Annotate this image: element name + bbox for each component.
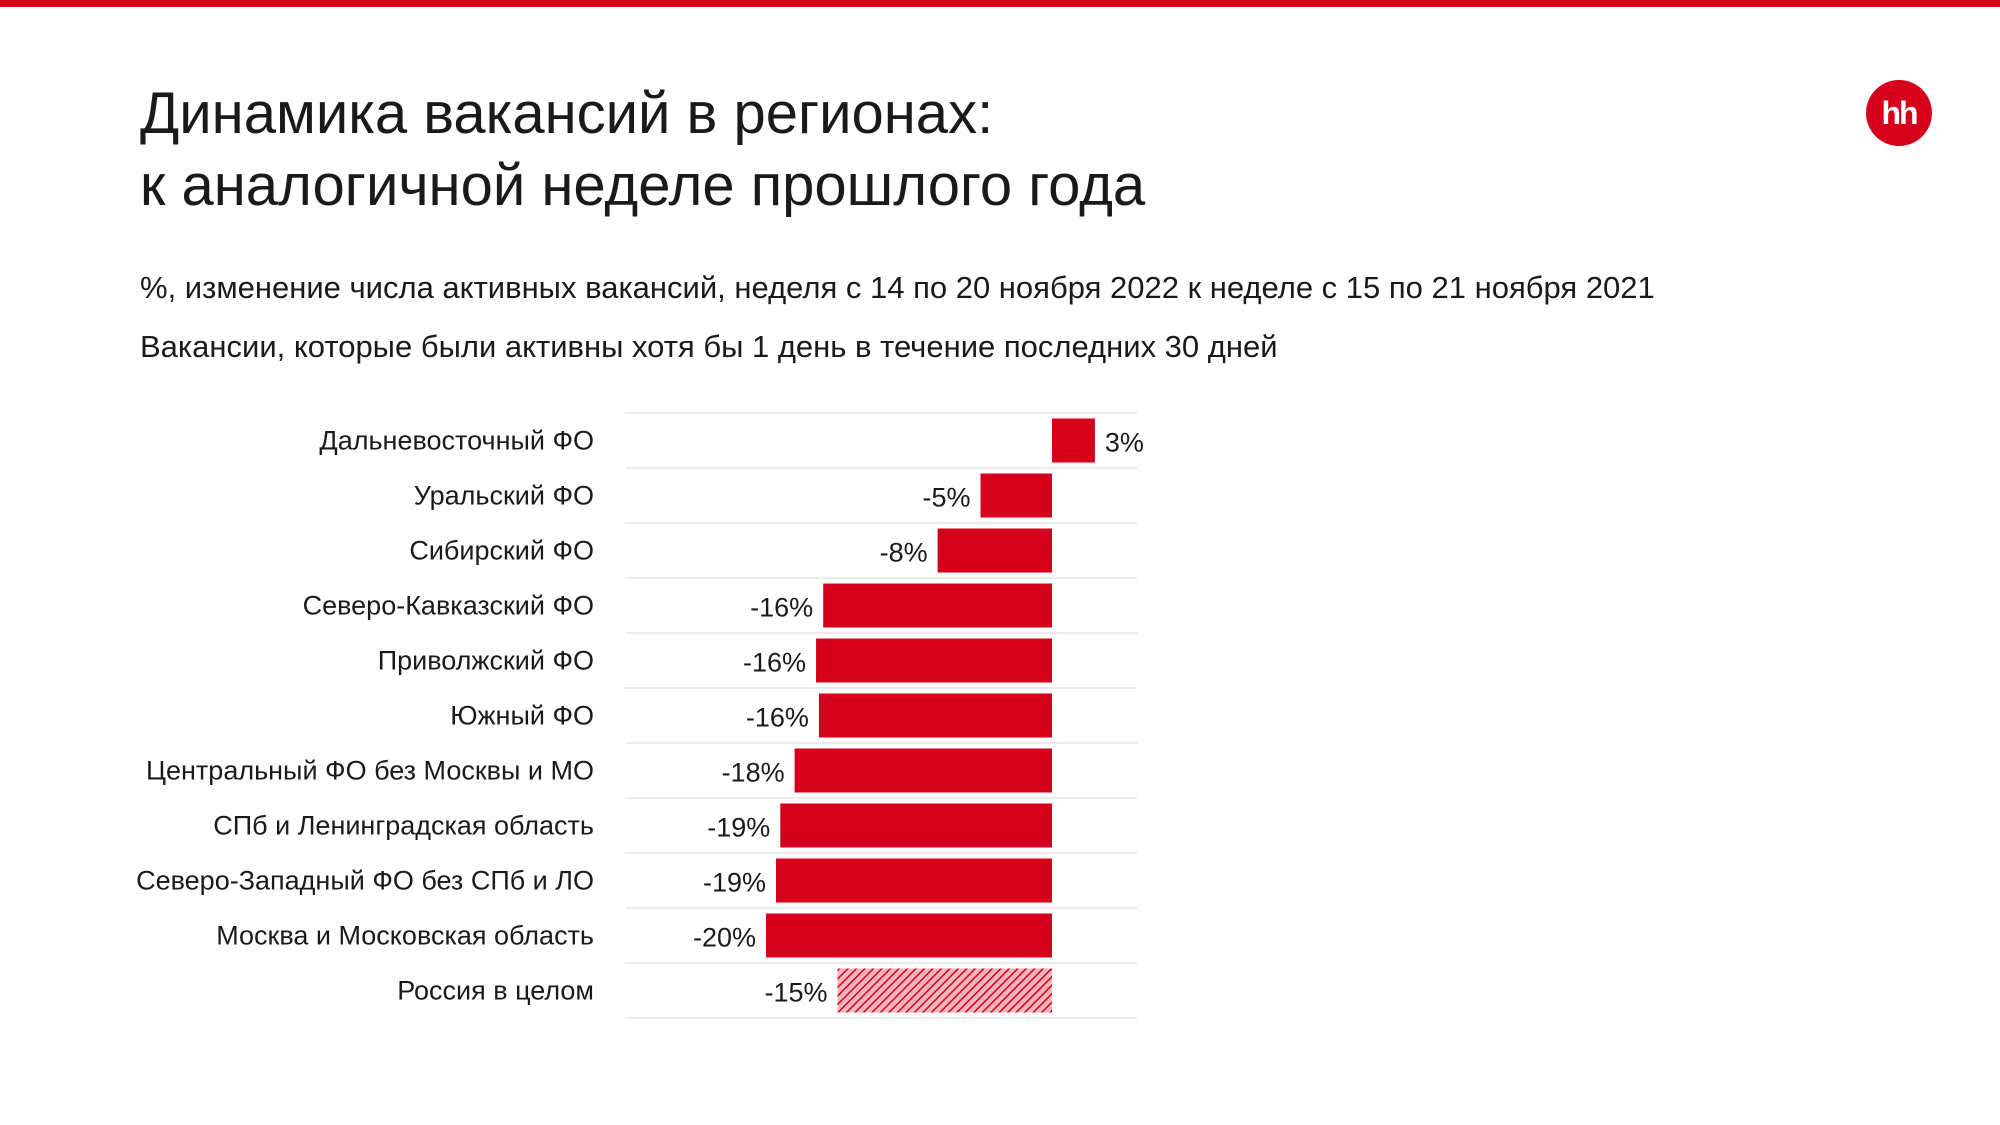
- bar: [780, 803, 1052, 848]
- category-label: Россия в целом: [397, 976, 594, 1006]
- value-label: -16%: [746, 703, 809, 733]
- value-label: -16%: [743, 648, 806, 678]
- labels: Дальневосточный ФО 3% Уральский ФО -5% Сибир…: [136, 426, 1144, 1008]
- bar: [794, 748, 1052, 793]
- category-label: Уральский ФО: [414, 481, 594, 511]
- bar: [1052, 418, 1095, 463]
- bar: [823, 583, 1052, 628]
- value-label: -5%: [922, 483, 970, 513]
- category-label: Приволжский ФО: [378, 646, 594, 676]
- hh-logo: hh: [1866, 80, 1932, 146]
- title-line-2: к аналогичной неделе прошлого года: [140, 153, 1146, 218]
- bar: [818, 693, 1052, 738]
- value-label: 3%: [1105, 428, 1144, 458]
- bar: [980, 473, 1052, 518]
- chart-subtitle: %, изменение числа активных вакансий, не…: [140, 270, 1655, 305]
- bar: [937, 528, 1052, 573]
- grid-lines: [625, 412, 1137, 1019]
- category-label: Сибирский ФО: [409, 536, 594, 566]
- bar-chart: Дальневосточный ФО 3% Уральский ФО -5% Сибир…: [136, 412, 1144, 1019]
- bar: [766, 913, 1052, 958]
- value-label: -20%: [693, 923, 756, 953]
- title-line-1: Динамика вакансий в регионах:: [140, 81, 994, 146]
- category-label: Дальневосточный ФО: [319, 426, 594, 456]
- category-label: Южный ФО: [450, 701, 594, 731]
- chart-note: Вакансии, которые были активны хотя бы 1…: [140, 329, 1278, 364]
- category-label: Центральный ФО без Москвы и МО: [146, 756, 594, 786]
- category-label: Москва и Московская область: [216, 921, 594, 951]
- value-label: -19%: [703, 868, 766, 898]
- value-label: -19%: [707, 813, 770, 843]
- value-label: -15%: [764, 978, 827, 1008]
- bars: [766, 418, 1095, 1013]
- bar: [776, 858, 1052, 903]
- top-accent-bar: [0, 0, 2000, 7]
- value-label: -16%: [750, 593, 813, 623]
- value-label: -18%: [722, 758, 785, 788]
- page-title: Динамика вакансий в регионах: к аналогич…: [140, 78, 1740, 222]
- category-label: Северо-Кавказский ФО: [303, 591, 594, 621]
- category-label: СПб и Ленинградская область: [213, 811, 594, 841]
- value-label: -8%: [880, 538, 928, 568]
- bar: [837, 968, 1052, 1013]
- bar: [816, 638, 1052, 683]
- category-label: Северо-Западный ФО без СПб и ЛО: [136, 866, 594, 896]
